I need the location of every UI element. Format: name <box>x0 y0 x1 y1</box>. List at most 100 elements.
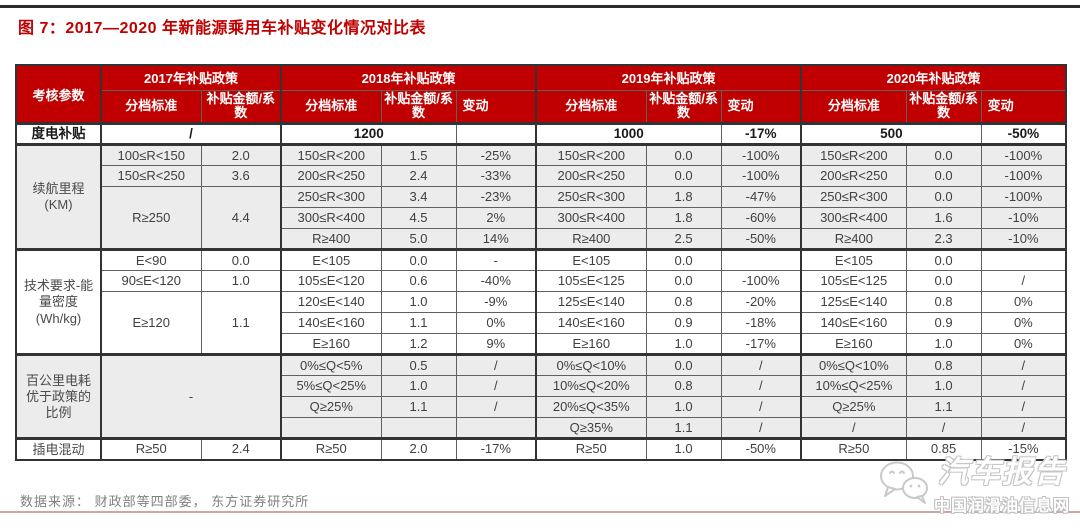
table-cell: R≥50 <box>535 437 647 461</box>
table-cell: 10%≤Q<20% <box>535 375 647 398</box>
table-cell: 1.0 <box>645 396 722 419</box>
table-cell: 10%≤Q<25% <box>800 375 907 398</box>
table-cell: R≥250 <box>100 186 202 251</box>
table-cell: R≥50 <box>280 437 382 461</box>
table-cell: 14% <box>455 228 537 251</box>
table-cell: Q≥35% <box>535 417 647 440</box>
table-cell: / <box>905 417 982 440</box>
table-cell: 4.4 <box>200 186 282 251</box>
table-cell: -40% <box>455 270 537 293</box>
year-header-row: 考核参数 2017年补贴政策 2018年补贴政策 2019年补贴政策 2020年… <box>15 64 1067 125</box>
table-cell: -18% <box>720 312 802 335</box>
table-row: 插电混动 R≥50 2.4 R≥50 2.0 -17% R≥50 1.0 -50% R≥50 0.8… <box>15 437 1067 461</box>
table-cell: 1.8 <box>645 186 722 209</box>
param-label-cell: 续航里程 (KM) <box>15 143 102 251</box>
table-row: E≥160 1.2 9% E≥160 1.0 -17% E≥160 1.0 0% <box>16 333 1067 356</box>
watermark-text: 汽车报告 中国润滑油信息网 <box>934 447 1070 516</box>
table-row: R≥250 4.4 250≤R<300 3.4 -23% 250≤R<300 1.8 -47%… <box>16 186 1067 251</box>
table-cell: / <box>455 353 537 377</box>
col-header-2019-tier: 分档标准 <box>535 89 647 125</box>
table-cell: 300≤R<400 <box>535 207 647 230</box>
table-cell: 0.9 <box>645 312 722 335</box>
table-header: 考核参数 2017年补贴政策 2018年补贴政策 2019年补贴政策 2020年… <box>15 64 1067 125</box>
table-cell: 0.0 <box>905 270 982 293</box>
table-cell: -9% <box>455 291 537 314</box>
table-cell <box>980 248 1067 272</box>
table-cell: R≥50 <box>100 437 202 461</box>
param-label-cell: 技术要求-能量密度 (Wh/kg) <box>15 248 102 356</box>
table-cell: / <box>800 417 907 440</box>
subsidy-comparison-table: 考核参数 2017年补贴政策 2018年补贴政策 2019年补贴政策 2020年… <box>15 64 1068 461</box>
table-cell: R≥400 <box>800 228 907 251</box>
table-cell: -17% <box>455 437 537 461</box>
table-cell: 2.0 <box>200 143 282 167</box>
table-cell: 300≤R<400 <box>280 207 382 230</box>
table-cell: / <box>980 417 1067 440</box>
table-cell: 0.0 <box>645 353 722 377</box>
table-cell <box>455 122 537 146</box>
table-cell: 1200 <box>280 122 457 146</box>
table-row: E≥120 1.1 120≤E<140 1.0 -9% 125≤E<140 0.8 -20% 1… <box>16 291 1067 356</box>
table-cell: / <box>720 417 802 440</box>
table-cell: 90≤E<120 <box>100 270 202 293</box>
table-cell: 1.5 <box>380 143 457 167</box>
table-cell: 200≤R<250 <box>280 165 382 188</box>
col-header-2018-change: 变动 <box>455 89 537 125</box>
table-cell: 1.2 <box>380 333 457 356</box>
table-cell: 0.0 <box>200 248 282 272</box>
table-cell: -17% <box>720 122 802 146</box>
table-cell: 200≤R<250 <box>535 165 647 188</box>
table-cell: R≥50 <box>800 437 907 461</box>
table-cell: 0.85 <box>905 437 982 461</box>
table-cell: -100% <box>720 165 802 188</box>
table-cell: -100% <box>980 143 1067 167</box>
table-cell: -50% <box>720 437 802 461</box>
table-cell: / <box>720 353 802 377</box>
table-cell: E<105 <box>535 248 647 272</box>
data-source-note: 数据来源： 财政部等四部委， 东方证券研究所 <box>20 494 310 509</box>
table-cell: / <box>455 375 537 398</box>
table-cell: 0%≤Q<10% <box>535 353 647 377</box>
table-row: 5%≤Q<25% 1.0/10%≤Q<20% 0.8/10%≤Q<25% 1.0/ <box>16 375 1067 398</box>
table-cell <box>380 417 457 440</box>
col-header-2017-tier: 分档标准 <box>100 89 202 125</box>
table-cell: 500 <box>800 122 982 146</box>
table-cell: 150≤R<200 <box>280 143 382 167</box>
subsidy-table-body: 度电补贴/1200 1000 -17% 500 -50% 续航里程 (KM) 100≤R<1… <box>15 122 1067 461</box>
table-cell: 0.8 <box>645 375 722 398</box>
table-cell: 2.4 <box>200 437 282 461</box>
table-cell: / <box>720 396 802 419</box>
col-header-2018-amount: 补贴金额/系数 <box>380 89 457 125</box>
page-top-rule <box>0 5 1080 8</box>
table-cell: 105≤E<125 <box>800 270 907 293</box>
table-cell: -100% <box>980 186 1067 209</box>
table-cell: 140≤E<160 <box>800 312 907 335</box>
subcolumn-header-row: 分档标准 补贴金额/系数 分档标准 补贴金额/系数 变动 分档标准 补贴金额/系… <box>16 89 1067 125</box>
table-cell: -15% <box>980 437 1067 461</box>
table-cell: 3.4 <box>380 186 457 209</box>
table-cell: -50% <box>720 228 802 251</box>
table-row: 140≤E<160 1.1 0% 140≤E<160 0.9 -18% 140≤E<160 0… <box>16 312 1067 335</box>
table-cell: 1.0 <box>200 270 282 293</box>
col-header-2019-change: 变动 <box>720 89 802 125</box>
param-label-cell: 插电混动 <box>15 437 102 461</box>
col-header-2020-amount: 补贴金额/系数 <box>905 89 982 125</box>
table-cell: 105≤E<125 <box>535 270 647 293</box>
table-cell: 0.8 <box>645 291 722 314</box>
table-cell: -33% <box>455 165 537 188</box>
table-cell: 3.6 <box>200 165 282 188</box>
year-2020-header: 2020年补贴政策 <box>800 64 1067 91</box>
table-cell: 0.0 <box>905 165 982 188</box>
table-cell: 140≤E<160 <box>535 312 647 335</box>
table-cell: 120≤E<140 <box>280 291 382 314</box>
table-cell: 0.0 <box>645 248 722 272</box>
table-cell: 0% <box>455 312 537 335</box>
table-cell <box>455 417 537 440</box>
table-cell: E≥120 <box>100 291 202 356</box>
table-cell: - <box>455 248 537 272</box>
table-cell: 1.1 <box>380 396 457 419</box>
watermark-brand: 汽车报告 <box>937 456 1066 489</box>
table-cell: / <box>980 396 1067 419</box>
table-cell: 1.0 <box>645 437 722 461</box>
table-cell: / <box>980 270 1067 293</box>
